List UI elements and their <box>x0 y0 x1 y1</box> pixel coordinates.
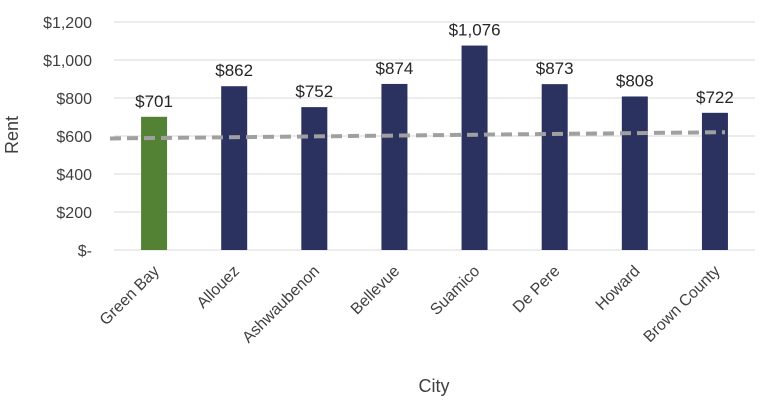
data-label: $873 <box>536 59 574 78</box>
bar-ashwaubenon <box>301 107 328 251</box>
bar-brown-county <box>701 112 728 250</box>
x-tick-label: Allouez <box>194 263 243 312</box>
y-tick-label: $200 <box>56 205 92 222</box>
trendline <box>109 130 726 141</box>
x-tick-label: Suamico <box>427 263 483 319</box>
data-label: $701 <box>135 92 173 111</box>
data-label: $752 <box>295 82 333 101</box>
bar-suamico <box>461 45 488 251</box>
bar-howard <box>621 96 648 250</box>
x-tick-label: Bellevue <box>348 263 403 318</box>
data-label: $808 <box>616 71 654 90</box>
x-tick-label: Brown County <box>641 263 724 346</box>
y-tick-label: $1,000 <box>43 53 92 70</box>
bar-bellevue <box>381 83 408 250</box>
data-label: $722 <box>696 88 734 107</box>
y-axis-ticks: $- $200 $400 $600 $800 $1,000 $1,200 <box>43 15 92 260</box>
x-tick-label: Howard <box>593 263 644 314</box>
y-axis-title: Rent <box>2 116 22 154</box>
y-tick-label: $400 <box>56 167 92 184</box>
y-tick-label: $800 <box>56 91 92 108</box>
y-tick-label: $1,200 <box>43 15 92 32</box>
x-tick-label: De Pere <box>510 263 564 317</box>
data-label: $862 <box>215 61 253 80</box>
y-tick-label: $- <box>78 243 92 260</box>
y-tick-label: $600 <box>56 129 92 146</box>
data-label: $1,076 <box>449 21 501 40</box>
data-label: $874 <box>376 59 414 78</box>
x-tick-label: Green Bay <box>97 263 163 329</box>
bar-allouez <box>221 86 248 250</box>
data-labels: $701 $862 $752 $874 $1,076 $873 $808 $722 <box>135 21 734 111</box>
bar-de-pere <box>541 84 568 250</box>
x-axis-title: City <box>419 376 450 396</box>
bars <box>141 45 728 251</box>
trendline-group <box>109 130 726 141</box>
x-tick-label: Ashwaubenon <box>239 263 323 347</box>
